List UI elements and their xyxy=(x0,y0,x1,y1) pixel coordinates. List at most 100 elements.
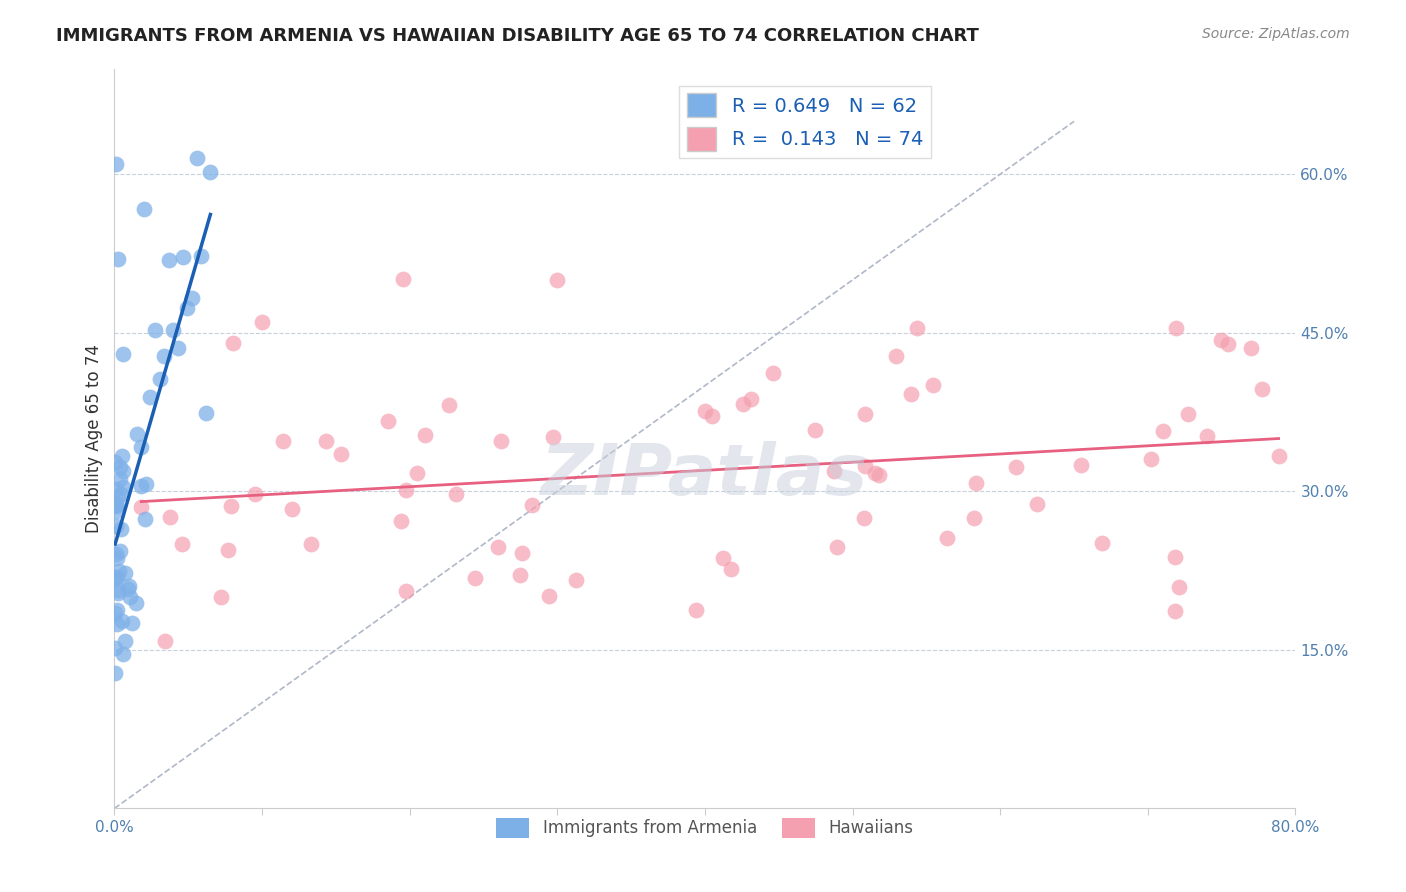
Point xyxy=(921,378,943,392)
Point xyxy=(1163,604,1185,618)
Point xyxy=(1218,337,1240,351)
Point xyxy=(1177,407,1199,421)
Point xyxy=(520,498,543,512)
Point xyxy=(153,350,176,364)
Point xyxy=(935,531,957,545)
Point xyxy=(1091,536,1114,550)
Point xyxy=(1166,321,1188,335)
Point xyxy=(966,476,988,491)
Point xyxy=(105,156,128,170)
Point xyxy=(389,515,412,529)
Point xyxy=(464,572,486,586)
Point xyxy=(124,596,146,610)
Point xyxy=(1152,424,1174,438)
Point xyxy=(543,430,565,444)
Point xyxy=(395,483,418,497)
Point xyxy=(129,500,152,514)
Point xyxy=(112,347,135,361)
Y-axis label: Disability Age 65 to 74: Disability Age 65 to 74 xyxy=(86,344,103,533)
Point xyxy=(180,291,202,305)
Point xyxy=(107,570,129,584)
Point xyxy=(1251,382,1274,396)
Point xyxy=(1140,452,1163,467)
Point xyxy=(1164,550,1187,565)
Point xyxy=(139,390,162,404)
Point xyxy=(104,498,127,512)
Point xyxy=(157,252,180,267)
Point xyxy=(159,510,181,524)
Point xyxy=(1197,429,1219,443)
Point xyxy=(1026,497,1049,511)
Point xyxy=(963,511,986,525)
Point xyxy=(176,301,198,315)
Point xyxy=(104,570,127,584)
Point xyxy=(134,512,156,526)
Point xyxy=(865,466,887,480)
Point xyxy=(886,350,908,364)
Point xyxy=(733,397,755,411)
Point xyxy=(392,271,415,285)
Point xyxy=(377,414,399,428)
Point xyxy=(111,449,134,463)
Point xyxy=(825,540,848,554)
Point xyxy=(107,490,129,504)
Point xyxy=(510,546,533,560)
Point xyxy=(167,341,190,355)
Point xyxy=(695,403,717,417)
Point xyxy=(853,407,876,421)
Point xyxy=(172,537,194,551)
Point xyxy=(107,585,129,599)
Point xyxy=(1167,580,1189,594)
Point xyxy=(110,487,132,501)
Point xyxy=(281,502,304,516)
Point xyxy=(406,466,429,480)
Point xyxy=(217,543,239,558)
Point xyxy=(125,426,148,441)
Point xyxy=(564,573,586,587)
Text: Source: ZipAtlas.com: Source: ZipAtlas.com xyxy=(1202,27,1350,41)
Legend: Immigrants from Armenia, Hawaiians: Immigrants from Armenia, Hawaiians xyxy=(489,811,921,845)
Point xyxy=(143,323,166,337)
Point xyxy=(108,460,131,475)
Text: ZIPatlas: ZIPatlas xyxy=(541,441,869,510)
Point xyxy=(105,616,128,631)
Point xyxy=(111,615,134,629)
Point xyxy=(868,467,890,482)
Point xyxy=(905,320,928,334)
Point xyxy=(221,336,243,351)
Point xyxy=(111,648,134,662)
Point xyxy=(162,323,184,337)
Point xyxy=(104,498,127,512)
Point xyxy=(250,315,273,329)
Point xyxy=(209,590,232,604)
Point xyxy=(720,562,742,576)
Point xyxy=(437,397,460,411)
Point xyxy=(114,633,136,648)
Point xyxy=(129,440,152,454)
Point xyxy=(110,543,132,558)
Point xyxy=(121,615,143,630)
Point xyxy=(104,665,127,680)
Point xyxy=(186,151,208,165)
Point xyxy=(546,273,568,287)
Point xyxy=(153,634,176,648)
Point xyxy=(105,500,128,514)
Point xyxy=(301,537,323,551)
Point xyxy=(243,486,266,500)
Point xyxy=(104,606,127,620)
Point xyxy=(489,434,512,449)
Point xyxy=(804,423,827,437)
Point xyxy=(395,584,418,599)
Point xyxy=(685,603,707,617)
Point xyxy=(108,565,131,579)
Point xyxy=(105,518,128,533)
Point xyxy=(444,487,467,501)
Point xyxy=(107,603,129,617)
Point xyxy=(823,464,845,478)
Point xyxy=(118,579,141,593)
Point xyxy=(413,427,436,442)
Point xyxy=(740,392,762,406)
Point xyxy=(194,406,217,420)
Point xyxy=(104,640,127,655)
Point xyxy=(1211,333,1233,347)
